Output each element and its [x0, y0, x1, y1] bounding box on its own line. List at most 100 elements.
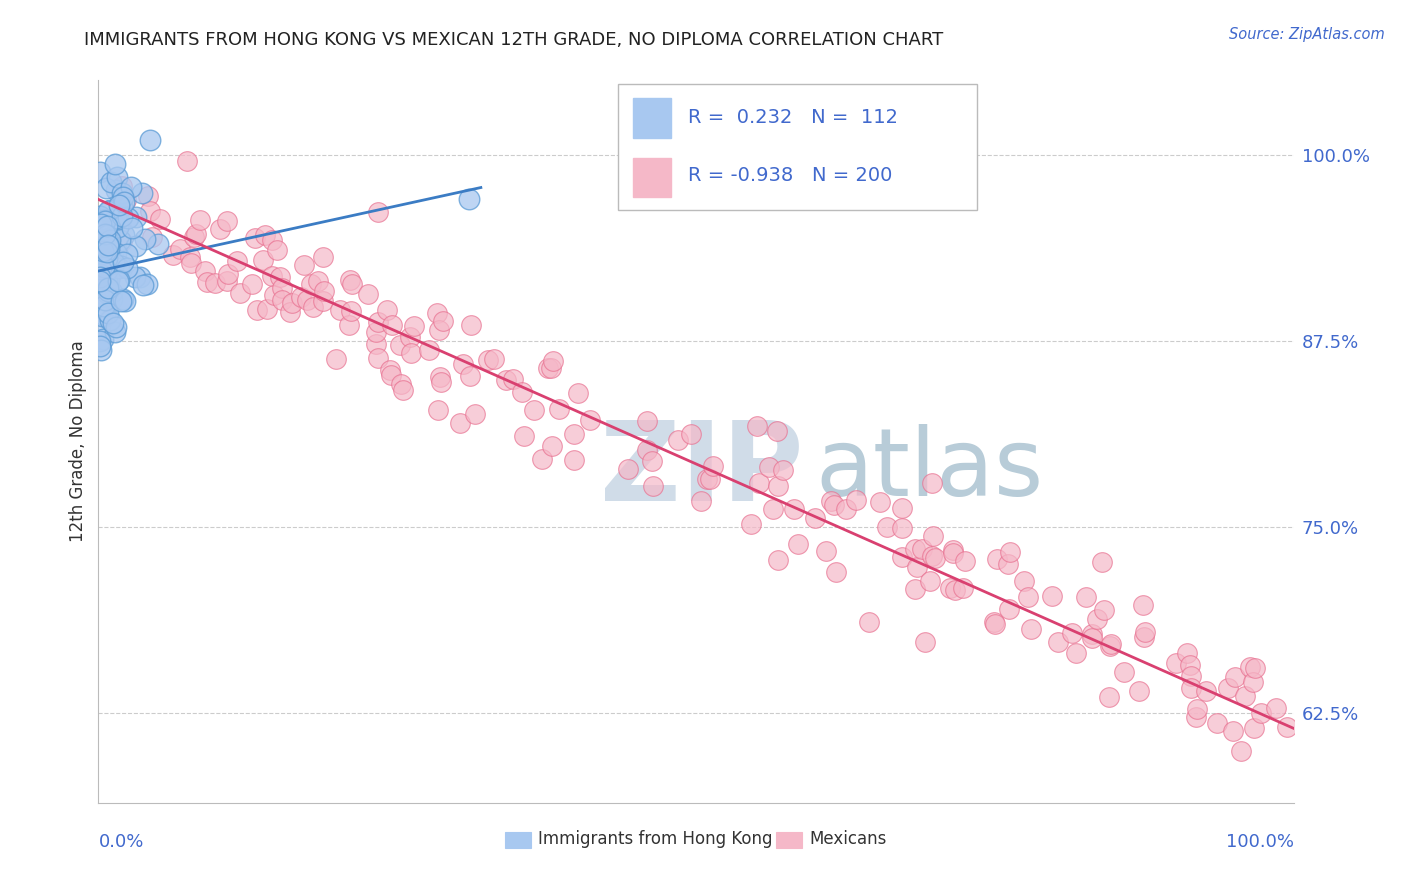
Point — [110, 179, 132, 194]
Point — [918, 574, 941, 588]
Point — [270, 281, 292, 295]
Point — [998, 602, 1021, 616]
Point — [204, 276, 226, 290]
Point — [110, 209, 132, 223]
Point — [281, 296, 304, 310]
Point — [302, 301, 325, 315]
Point — [914, 634, 936, 648]
Point — [93, 332, 115, 346]
Point — [814, 544, 837, 558]
Point — [104, 320, 127, 334]
Point — [510, 384, 533, 399]
Point — [1185, 710, 1208, 724]
Point — [1239, 660, 1261, 674]
Point — [869, 495, 891, 509]
Point — [699, 472, 721, 486]
Point — [787, 537, 810, 551]
Point — [891, 501, 914, 516]
Point — [299, 277, 322, 291]
Bar — [633, 158, 671, 197]
Point — [1180, 669, 1202, 683]
Point — [107, 211, 129, 226]
Point — [1206, 716, 1229, 731]
Point — [905, 560, 928, 574]
Point — [110, 293, 132, 308]
Point — [1222, 723, 1244, 738]
Point — [107, 197, 129, 211]
Bar — [505, 831, 531, 847]
Point — [904, 541, 927, 556]
Point — [1243, 721, 1265, 735]
Point — [125, 211, 148, 225]
Point — [111, 186, 134, 200]
Point — [129, 270, 152, 285]
Point — [921, 549, 943, 563]
Point — [1230, 744, 1253, 758]
Point — [460, 318, 482, 332]
Point — [97, 203, 120, 218]
Point — [579, 413, 602, 427]
Point — [312, 251, 335, 265]
Point — [96, 228, 118, 243]
Point — [984, 617, 1007, 632]
Point — [139, 203, 162, 218]
Point — [91, 212, 114, 227]
Point — [1178, 658, 1201, 673]
Point — [922, 529, 945, 543]
Point — [312, 294, 335, 309]
Point — [1243, 661, 1265, 675]
Point — [96, 274, 118, 288]
Point — [762, 502, 785, 516]
Point — [747, 419, 769, 434]
Y-axis label: 12th Grade, No Diploma: 12th Grade, No Diploma — [69, 341, 87, 542]
Point — [495, 373, 517, 387]
Point — [146, 237, 169, 252]
Point — [904, 582, 927, 596]
Point — [195, 275, 218, 289]
Point — [1195, 683, 1218, 698]
Point — [98, 273, 121, 287]
Point — [1133, 630, 1156, 644]
Point — [94, 181, 117, 195]
Point — [783, 502, 806, 516]
Point — [890, 521, 912, 535]
Point — [876, 520, 898, 534]
Point — [111, 234, 134, 248]
Point — [858, 615, 880, 630]
Point — [91, 236, 114, 251]
Point — [340, 303, 363, 318]
Point — [104, 325, 127, 339]
Point — [426, 306, 449, 320]
Point — [90, 309, 112, 323]
Point — [1233, 689, 1256, 703]
Point — [132, 277, 155, 292]
Point — [292, 258, 315, 272]
Point — [114, 194, 136, 209]
Point — [97, 238, 120, 252]
Point — [89, 269, 111, 284]
Text: R =  0.232   N =  112: R = 0.232 N = 112 — [688, 108, 897, 128]
Point — [252, 253, 274, 268]
Point — [924, 551, 946, 566]
Point — [112, 292, 135, 306]
Point — [564, 427, 586, 442]
Point — [97, 218, 120, 232]
Point — [636, 413, 658, 427]
Point — [1114, 665, 1136, 679]
Point — [513, 429, 536, 443]
Point — [89, 274, 111, 288]
Point — [1019, 622, 1042, 636]
Point — [1062, 625, 1084, 640]
Point — [266, 243, 288, 257]
Point — [983, 615, 1005, 629]
Point — [772, 463, 794, 477]
Point — [96, 285, 118, 300]
Text: R = -0.938   N = 200: R = -0.938 N = 200 — [688, 166, 891, 186]
Point — [1074, 590, 1097, 604]
Point — [758, 460, 780, 475]
Point — [458, 193, 481, 207]
Point — [1180, 681, 1202, 696]
Point — [246, 302, 269, 317]
Point — [484, 352, 506, 367]
Point — [307, 274, 329, 288]
